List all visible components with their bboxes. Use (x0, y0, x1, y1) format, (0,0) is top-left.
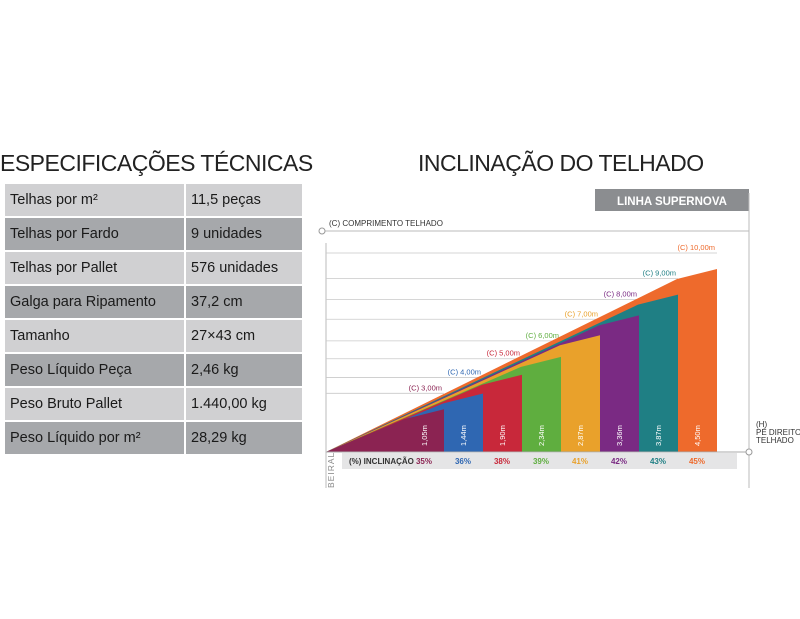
length-label: (C) 5,00m (487, 349, 520, 358)
spec-label: Galga para Ripamento (5, 286, 184, 318)
chart-title: INCLINAÇÃO DO TELHADO (418, 150, 704, 176)
spec-label: Telhas por Fardo (5, 218, 184, 250)
height-label: 1,05m (420, 425, 429, 446)
height-label: 3,36m (615, 425, 624, 446)
beiral-label: BEIRAL (326, 452, 336, 488)
chart-svg: LINHA SUPERNOVA (C) COMPRIMENTO TELHADO … (312, 183, 800, 493)
incline-axis-label: (%) INCLINAÇÃO (349, 457, 414, 466)
spec-value: 27×43 cm (186, 320, 302, 352)
height-label: 2,87m (576, 425, 585, 446)
incline-value: 39% (533, 457, 549, 466)
spec-value: 11,5 peças (186, 184, 302, 216)
specs-title: ESPECIFICAÇÕES TÉCNICAS (0, 150, 313, 176)
spec-value: 1.440,00 kg (186, 388, 302, 420)
right-label-h: (H) (756, 420, 767, 429)
height-label: 3,87m (654, 425, 663, 446)
spec-row: Peso Bruto Pallet 1.440,00 kg (5, 388, 302, 420)
spec-label: Telhas por Pallet (5, 252, 184, 284)
length-label: (C) 10,00m (677, 243, 715, 252)
incline-value: 43% (650, 457, 666, 466)
height-label: 2,34m (537, 425, 546, 446)
bars (326, 269, 717, 452)
specs-table: Telhas por m² 11,5 peças Telhas por Fardo… (3, 182, 304, 456)
spec-value: 9 unidades (186, 218, 302, 250)
incline-labels: 35% 36% 38% 39% 41% 42% 43% 45% (416, 457, 705, 466)
spec-row: Telhas por Fardo 9 unidades (5, 218, 302, 250)
incline-value: 36% (455, 457, 471, 466)
incline-value: 38% (494, 457, 510, 466)
base-marker (745, 448, 753, 456)
spec-row: Telhas por Pallet 576 unidades (5, 252, 302, 284)
spec-label: Tamanho (5, 320, 184, 352)
length-label: (C) 9,00m (643, 269, 676, 278)
spec-value: 37,2 cm (186, 286, 302, 318)
incline-value: 42% (611, 457, 627, 466)
chart-badge: LINHA SUPERNOVA (617, 196, 727, 208)
right-label-telhado: TELHADO (756, 436, 794, 445)
spec-row: Galga para Ripamento 37,2 cm (5, 286, 302, 318)
spec-row: Telhas por m² 11,5 peças (5, 184, 302, 216)
incline-bar (326, 409, 444, 452)
incline-value: 45% (689, 457, 705, 466)
length-label: (C) 7,00m (565, 309, 598, 318)
spec-row: Peso Líquido por m² 28,29 kg (5, 422, 302, 454)
spec-value: 2,46 kg (186, 354, 302, 386)
spec-label: Peso Líquido por m² (5, 422, 184, 454)
length-label: (C) 3,00m (409, 383, 442, 392)
incline-band (342, 453, 737, 469)
spec-row: Peso Líquido Peça 2,46 kg (5, 354, 302, 386)
roof-incline-chart: LINHA SUPERNOVA (C) COMPRIMENTO TELHADO … (312, 183, 800, 493)
length-label: (C) 4,00m (448, 367, 481, 376)
height-label: 1,44m (459, 425, 468, 446)
spec-value: 576 unidades (186, 252, 302, 284)
bar-height-labels: 1,05m 1,44m 1,90m 2,34m 2,87m 3,36m 3,87m 4,50m (420, 425, 702, 446)
spec-value: 28,29 kg (186, 422, 302, 454)
incline-value: 41% (572, 457, 588, 466)
length-label: (C) 6,00m (526, 331, 559, 340)
incline-value: 35% (416, 457, 432, 466)
gridlines: (C) 3,00m (C) 4,00m (C) 5,00m (C) 6,00m (C) … (326, 243, 717, 394)
right-label-pe: PÉ DIREITO (756, 428, 800, 437)
spec-row: Tamanho 27×43 cm (5, 320, 302, 352)
spec-label: Peso Bruto Pallet (5, 388, 184, 420)
spec-label: Telhas por m² (5, 184, 184, 216)
length-label: (C) 8,00m (604, 289, 637, 298)
top-axis-marker (318, 227, 326, 235)
top-axis-label: (C) COMPRIMENTO TELHADO (329, 219, 443, 228)
height-label: 4,50m (693, 425, 702, 446)
height-label: 1,90m (498, 425, 507, 446)
spec-label: Peso Líquido Peça (5, 354, 184, 386)
badge-box (595, 189, 749, 211)
